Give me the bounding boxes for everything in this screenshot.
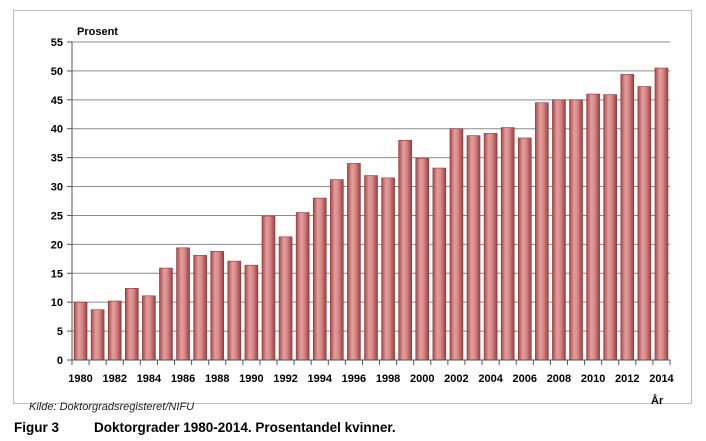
- bar-1998: [381, 177, 395, 361]
- bar-2011: [603, 94, 617, 361]
- x-tick-label: 1990: [239, 373, 263, 385]
- x-tick-label: 1994: [308, 373, 333, 385]
- bar-1997: [364, 175, 378, 361]
- x-tick-label: 2006: [513, 373, 537, 385]
- y-tick-label: 30: [51, 182, 63, 194]
- bar-2001: [432, 167, 447, 361]
- y-tick-label: 35: [51, 153, 63, 165]
- bar-2006: [517, 137, 532, 361]
- y-tick-label: 0: [57, 355, 63, 367]
- bar-1987: [193, 255, 207, 361]
- bar-1996: [347, 163, 361, 361]
- bar-1994: [312, 197, 327, 361]
- y-tick-label: 50: [51, 66, 63, 78]
- x-tick-label: 1992: [273, 373, 297, 385]
- x-tick-label: 2002: [444, 373, 468, 385]
- x-tick-label: 1996: [342, 373, 366, 385]
- x-tick-label: 2008: [547, 373, 571, 385]
- bar-1980: [73, 301, 88, 361]
- bar-1993: [295, 212, 310, 361]
- x-tick-label: 1982: [102, 373, 126, 385]
- x-axis-title: År: [651, 394, 664, 407]
- bar-2009: [569, 99, 583, 361]
- bar-1988: [210, 251, 225, 361]
- x-tick-label: 2014: [649, 373, 674, 385]
- x-tick-label: 2000: [410, 373, 434, 385]
- bar-2007: [535, 102, 549, 361]
- bar-2005: [500, 127, 515, 361]
- source-note: Kilde: Doktorgradsregisteret/NIFU: [29, 401, 195, 413]
- x-tick-label: 1986: [171, 373, 195, 385]
- caption-number: Figur 3: [14, 420, 60, 435]
- bar-1989: [227, 260, 242, 361]
- x-tick-label: 1988: [205, 373, 229, 385]
- bar-1985: [159, 267, 173, 361]
- bar-2010: [586, 93, 600, 361]
- y-tick-label: 55: [51, 37, 63, 49]
- bar-1999: [398, 139, 412, 361]
- bar-2000: [415, 157, 430, 361]
- bar-1983: [125, 288, 139, 361]
- caption-text: Doktorgrader 1980-2014. Prosentandel kvi…: [94, 420, 396, 435]
- bar-2002: [449, 128, 464, 361]
- bar-1982: [107, 300, 122, 361]
- bar-2004: [483, 133, 498, 361]
- y-tick-label: 5: [57, 326, 63, 338]
- y-tick-label: 45: [51, 95, 63, 107]
- bar-1995: [330, 179, 344, 361]
- bar-1986: [176, 247, 190, 361]
- bar-2012: [620, 74, 635, 361]
- bar-1981: [90, 309, 105, 361]
- x-tick-label: 1998: [376, 373, 400, 385]
- figure-caption: Figur 3 Doktorgrader 1980-2014. Prosentan…: [14, 420, 396, 435]
- bar-2003: [466, 135, 481, 361]
- bar-1990: [244, 264, 259, 361]
- bar-2013: [637, 86, 652, 361]
- y-tick-label: 20: [51, 239, 63, 251]
- x-tick-label: 1984: [137, 373, 162, 385]
- y-tick-label: 15: [51, 268, 63, 280]
- y-axis-title: Prosent: [77, 26, 118, 38]
- x-tick-label: 2010: [581, 373, 605, 385]
- x-tick-label: 2004: [478, 373, 503, 385]
- x-tick-label: 1980: [68, 373, 92, 385]
- y-tick-label: 25: [51, 210, 63, 222]
- bar-1984: [142, 295, 156, 361]
- y-tick-label: 10: [51, 297, 63, 309]
- x-tick-label: 2012: [615, 373, 639, 385]
- bar-1992: [278, 236, 293, 361]
- y-tick-label: 40: [51, 124, 63, 136]
- bar-1991: [261, 215, 276, 361]
- bar-2014: [654, 67, 669, 361]
- bar-2008: [552, 99, 566, 361]
